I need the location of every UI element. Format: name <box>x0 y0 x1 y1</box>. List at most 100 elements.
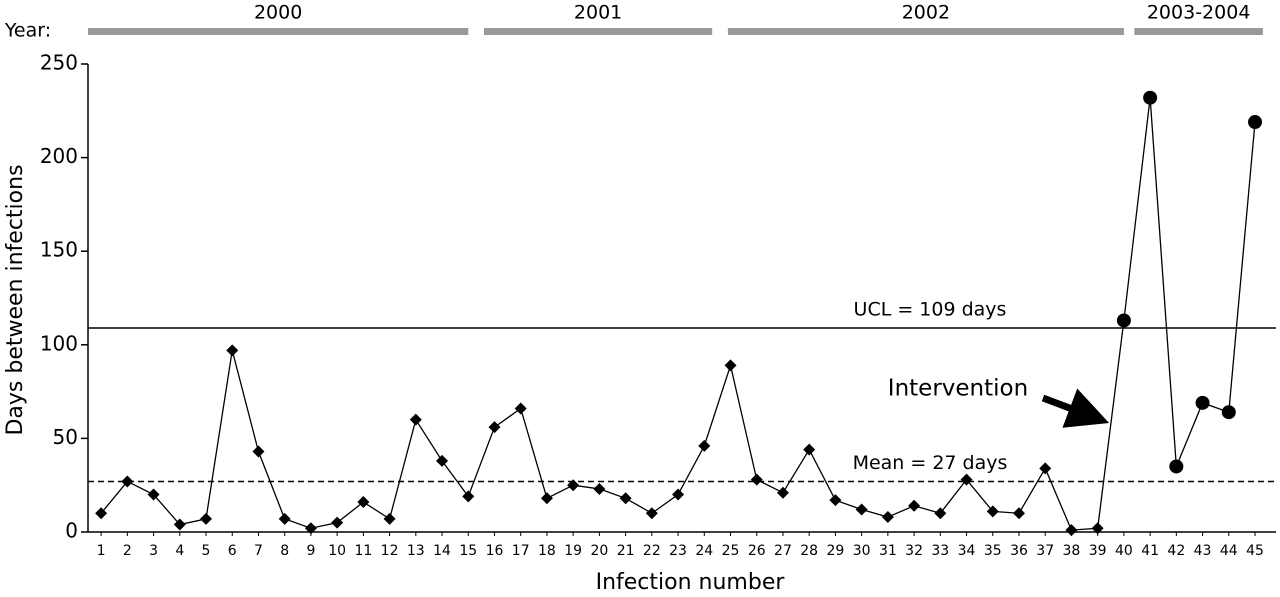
data-point <box>1221 405 1236 420</box>
x-tick-label: 42 <box>1167 543 1185 559</box>
data-point <box>934 507 947 520</box>
x-tick-label: 2 <box>123 543 132 559</box>
x-tick-label: 6 <box>228 543 237 559</box>
data-point <box>1065 524 1078 537</box>
x-tick-label: 45 <box>1246 543 1264 559</box>
data-point <box>383 512 396 525</box>
data-point <box>1091 522 1104 535</box>
reference-label: UCL = 109 days <box>854 298 1007 320</box>
year-band-label: 2001 <box>574 2 622 24</box>
data-point <box>252 445 265 458</box>
year-band <box>88 28 469 35</box>
y-tick-label: 150 <box>40 238 78 262</box>
year-band <box>484 28 713 35</box>
data-point <box>226 344 239 357</box>
x-tick-label: 5 <box>202 543 211 559</box>
x-tick-label: 27 <box>774 543 792 559</box>
x-tick-label: 31 <box>879 543 897 559</box>
data-point <box>304 522 317 535</box>
year-band <box>1134 28 1263 35</box>
data-point <box>409 413 422 426</box>
data-point <box>1116 313 1131 328</box>
x-tick-label: 28 <box>800 543 818 559</box>
data-point <box>121 475 134 488</box>
y-axis-label: Days between infections <box>3 164 28 435</box>
year-band-label: 2003-2004 <box>1147 2 1251 24</box>
x-tick-label: 4 <box>175 543 184 559</box>
x-tick-label: 21 <box>617 543 635 559</box>
x-tick-label: 37 <box>1036 543 1054 559</box>
x-tick-label: 41 <box>1141 543 1159 559</box>
data-point <box>1248 115 1263 130</box>
intervention-arrow <box>1041 388 1110 428</box>
data-point <box>829 494 842 507</box>
x-tick-label: 11 <box>354 543 372 559</box>
data-point <box>1195 395 1210 410</box>
data-point <box>724 359 737 372</box>
data-point <box>986 505 999 518</box>
x-tick-label: 33 <box>931 543 949 559</box>
data-line <box>100 97 1256 531</box>
x-tick-label: 8 <box>280 543 289 559</box>
data-point <box>698 439 711 452</box>
x-tick-label: 20 <box>590 543 608 559</box>
x-tick-label: 35 <box>984 543 1002 559</box>
data-point <box>881 511 894 524</box>
data-point <box>803 443 816 456</box>
y-tick-label: 200 <box>40 144 78 168</box>
x-tick-label: 23 <box>669 543 687 559</box>
x-axis-label: Infection number <box>596 570 786 595</box>
data-point <box>960 473 973 486</box>
data-point <box>462 490 475 503</box>
data-point <box>1143 90 1158 105</box>
x-tick-label: 9 <box>306 543 315 559</box>
x-tick-label: 12 <box>381 543 399 559</box>
x-tick-label: 7 <box>254 543 263 559</box>
x-tick-label: 19 <box>564 543 582 559</box>
data-point <box>567 479 580 492</box>
data-point <box>436 454 449 467</box>
y-tick-label: 0 <box>65 519 78 543</box>
x-tick-label: 43 <box>1194 543 1212 559</box>
data-point <box>357 496 370 509</box>
data-point <box>488 421 501 434</box>
x-tick-label: 16 <box>486 543 504 559</box>
data-point <box>908 499 921 512</box>
y-tick-label: 250 <box>40 51 78 75</box>
x-tick-label: 32 <box>905 543 923 559</box>
data-point <box>855 503 868 516</box>
data-point <box>95 507 108 520</box>
data-point <box>1039 462 1052 475</box>
x-tick-label: 22 <box>643 543 661 559</box>
x-tick-label: 14 <box>433 543 451 559</box>
x-tick-label: 1 <box>97 543 106 559</box>
data-point <box>200 512 213 525</box>
data-point <box>1169 459 1184 474</box>
x-tick-label: 3 <box>149 543 158 559</box>
x-tick-label: 36 <box>1010 543 1028 559</box>
year-band <box>727 28 1124 35</box>
year-band-label: 2002 <box>902 2 950 24</box>
reference-label: Mean = 27 days <box>853 452 1008 474</box>
data-point <box>672 488 685 501</box>
x-tick-label: 17 <box>512 543 530 559</box>
data-point <box>593 482 606 495</box>
data-point <box>619 492 632 505</box>
x-tick-label: 26 <box>748 543 766 559</box>
x-tick-label: 44 <box>1220 543 1238 559</box>
x-tick-label: 10 <box>328 543 346 559</box>
data-point <box>776 486 789 499</box>
x-tick-label: 15 <box>459 543 477 559</box>
data-point <box>1012 507 1025 520</box>
data-point <box>540 492 553 505</box>
x-tick-label: 38 <box>1063 543 1081 559</box>
x-tick-label: 34 <box>958 543 976 559</box>
x-tick-label: 24 <box>695 543 713 559</box>
year-label: Year: <box>4 20 51 42</box>
year-band-label: 2000 <box>254 2 302 24</box>
data-point <box>645 507 658 520</box>
x-tick-label: 13 <box>407 543 425 559</box>
x-tick-label: 25 <box>722 543 740 559</box>
x-tick-label: 30 <box>853 543 871 559</box>
